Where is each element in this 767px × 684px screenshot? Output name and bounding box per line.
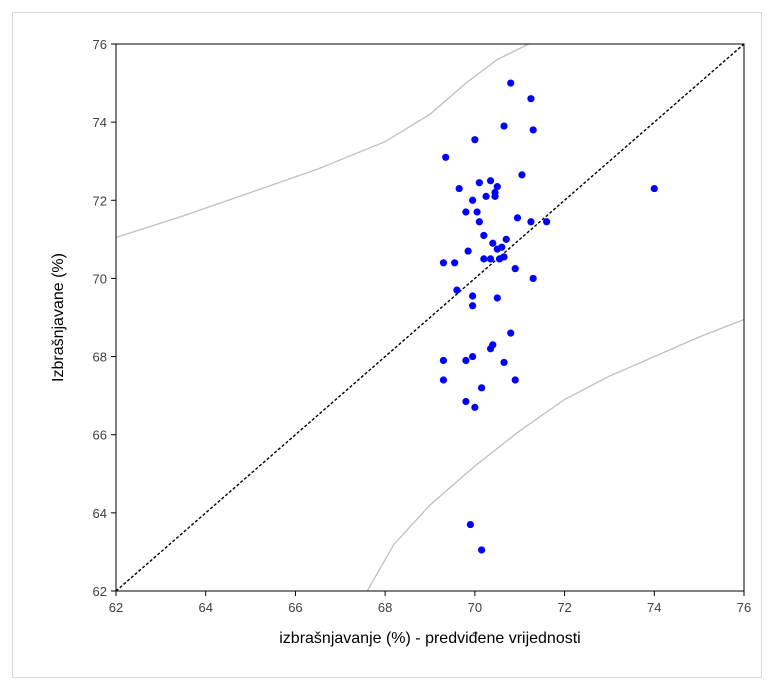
- data-point: [439, 376, 448, 384]
- data-point: [511, 376, 519, 384]
- data-point: [469, 302, 477, 310]
- data-point: [477, 546, 486, 554]
- confidence-bands: [116, 44, 744, 591]
- data-point: [527, 218, 535, 226]
- data-points: [439, 79, 658, 554]
- data-point: [498, 243, 506, 251]
- data-point: [469, 292, 477, 300]
- y-axis-ticks: 62 64 66 68 70 72 74 76: [93, 37, 116, 599]
- data-point: [507, 79, 515, 87]
- data-point: [518, 171, 526, 179]
- data-point: [511, 265, 519, 273]
- data-point: [442, 153, 450, 161]
- data-point: [500, 358, 508, 367]
- y-tick-label: 76: [93, 37, 107, 52]
- data-point: [469, 352, 477, 361]
- data-point: [466, 520, 474, 529]
- data-point: [500, 122, 508, 130]
- data-point: [486, 345, 495, 353]
- data-point: [462, 356, 470, 365]
- y-tick-label: 66: [93, 428, 107, 443]
- confidence-band-lower: [366, 318, 744, 591]
- data-point: [529, 126, 537, 134]
- chart-area: 62 64 66 68 70 72 74 76 62 64 66 68 70 72 74 76 izbraš…: [12, 12, 762, 678]
- scatter-chart: 62 64 66 68 70 72 74 76 62 64 66 68 70 72 74 76 izbraš…: [50, 37, 751, 647]
- data-point: [462, 397, 470, 406]
- x-tick-label: 68: [378, 600, 392, 615]
- data-point: [455, 184, 463, 193]
- reference-line-group: [115, 43, 745, 592]
- data-point: [480, 255, 488, 263]
- x-tick-label: 64: [198, 600, 212, 615]
- data-point: [475, 218, 483, 226]
- data-point: [469, 196, 477, 204]
- y-axis-title: Izbrašnjavane (%): [50, 253, 67, 382]
- y-tick-label: 64: [93, 506, 107, 521]
- x-tick-label: 70: [468, 600, 482, 615]
- data-point: [650, 184, 658, 193]
- data-point: [491, 192, 499, 200]
- data-point: [493, 294, 501, 302]
- x-axis-ticks: 62 64 66 68 70 72 74 76: [109, 591, 751, 615]
- x-tick-label: 72: [557, 600, 571, 615]
- data-point: [439, 356, 448, 365]
- confidence-band-upper: [116, 44, 529, 239]
- y-tick-label: 74: [93, 115, 107, 130]
- data-point: [439, 259, 448, 267]
- data-point: [489, 239, 497, 247]
- x-tick-label: 66: [288, 600, 302, 615]
- data-point: [486, 177, 495, 185]
- x-tick-label: 74: [647, 600, 661, 615]
- y-tick-label: 70: [93, 271, 107, 286]
- x-tick-label: 62: [109, 600, 123, 615]
- data-point: [477, 384, 486, 392]
- data-point: [507, 329, 515, 337]
- y-tick-label: 68: [93, 350, 107, 365]
- data-point: [527, 95, 535, 103]
- data-point: [495, 255, 504, 263]
- data-point: [473, 208, 481, 216]
- data-point: [453, 286, 461, 294]
- data-point: [493, 183, 501, 191]
- data-point: [486, 255, 495, 263]
- data-point: [475, 179, 483, 187]
- plot-border: [115, 43, 745, 592]
- data-point: [471, 136, 479, 144]
- data-point: [480, 231, 488, 240]
- data-point: [451, 259, 459, 267]
- data-point: [482, 192, 490, 200]
- data-point: [462, 208, 470, 216]
- data-point: [464, 247, 472, 255]
- data-point: [513, 214, 522, 222]
- y-tick-label: 62: [93, 584, 107, 599]
- x-tick-label: 76: [737, 600, 751, 615]
- reference-line: [115, 43, 745, 592]
- data-point: [529, 274, 537, 283]
- data-point: [502, 235, 510, 243]
- data-point: [543, 218, 551, 226]
- y-tick-label: 72: [93, 193, 107, 208]
- data-point: [471, 403, 479, 411]
- x-axis-title: izbrašnjavanje (%) - predviđene vrijedno…: [279, 630, 580, 647]
